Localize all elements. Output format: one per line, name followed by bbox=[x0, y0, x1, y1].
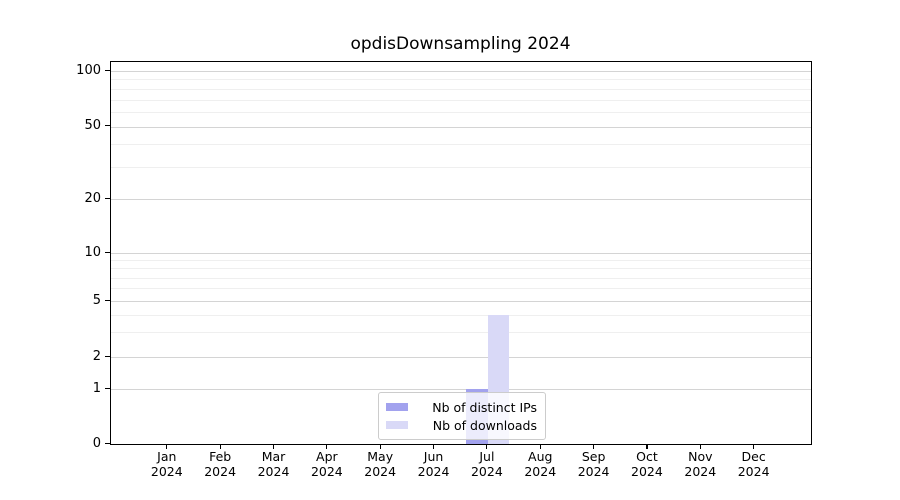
minor-gridline bbox=[111, 260, 811, 262]
major-gridline bbox=[111, 71, 811, 72]
x-tick-label-jun: Jun 2024 bbox=[417, 449, 450, 479]
minor-gridline bbox=[111, 314, 811, 316]
major-gridline bbox=[111, 253, 811, 254]
y-tick-label: 5 bbox=[92, 292, 101, 308]
x-tick-mark bbox=[326, 444, 328, 449]
legend-item-downloads: Nb of downloads bbox=[386, 416, 537, 434]
x-tick-label-apr: Apr 2024 bbox=[310, 449, 343, 479]
x-tick-mark bbox=[486, 444, 488, 449]
x-tick-mark bbox=[699, 444, 701, 449]
y-tick-mark bbox=[105, 251, 110, 253]
major-gridline bbox=[111, 126, 811, 128]
minor-gridline bbox=[111, 79, 811, 81]
y-tick-label: 1 bbox=[92, 380, 101, 396]
legend: Nb of distinct IPs Nb of downloads bbox=[378, 392, 546, 440]
major-gridline bbox=[111, 199, 811, 200]
legend-label: Nb of distinct IPs bbox=[432, 399, 537, 415]
x-tick-label-jan: Jan 2024 bbox=[150, 449, 183, 479]
x-tick-label-sep: Sep 2024 bbox=[577, 449, 610, 479]
downloads-swatch-icon bbox=[386, 421, 408, 429]
x-tick-mark bbox=[539, 444, 541, 449]
major-gridline bbox=[111, 357, 811, 358]
x-tick-mark bbox=[646, 444, 648, 449]
minor-gridline bbox=[111, 268, 811, 270]
minor-gridline bbox=[111, 332, 811, 334]
y-tick-label: 20 bbox=[84, 190, 101, 206]
y-tick-label: 10 bbox=[84, 244, 101, 260]
minor-gridline bbox=[111, 111, 811, 113]
y-tick-mark bbox=[105, 69, 110, 71]
minor-gridline bbox=[111, 144, 811, 146]
minor-gridline bbox=[111, 288, 811, 290]
y-tick-mark bbox=[105, 197, 110, 199]
y-tick-mark bbox=[105, 355, 110, 357]
x-tick-mark bbox=[379, 444, 381, 449]
plot-area bbox=[110, 61, 812, 445]
x-tick-label-oct: Oct 2024 bbox=[631, 449, 663, 479]
y-tick-mark bbox=[105, 125, 110, 127]
x-tick-label-jul: Jul 2024 bbox=[470, 449, 503, 479]
x-tick-label-mar: Mar 2024 bbox=[257, 449, 290, 479]
x-tick-mark bbox=[593, 444, 595, 449]
y-tick-label: 100 bbox=[76, 62, 101, 78]
y-tick-mark bbox=[105, 387, 110, 389]
major-gridline bbox=[111, 301, 811, 302]
y-tick-label: 0 bbox=[92, 435, 101, 451]
x-tick-label-aug: Aug 2024 bbox=[524, 449, 557, 479]
x-tick-mark bbox=[753, 444, 755, 449]
x-tick-label-may: May 2024 bbox=[364, 449, 397, 479]
major-gridline bbox=[111, 389, 811, 390]
distinct-ips-swatch-icon bbox=[386, 403, 408, 411]
x-tick-mark bbox=[432, 444, 435, 449]
y-tick-mark bbox=[105, 299, 110, 301]
chart-title: opdisDownsampling 2024 bbox=[350, 34, 571, 54]
minor-gridline bbox=[111, 166, 811, 168]
x-tick-label-feb: Feb 2024 bbox=[204, 449, 237, 479]
x-tick-mark bbox=[166, 444, 168, 449]
y-tick-label: 50 bbox=[84, 118, 101, 133]
legend-item-distinct-ips: Nb of distinct IPs bbox=[386, 398, 537, 416]
minor-gridline bbox=[111, 88, 811, 90]
minor-gridline bbox=[111, 99, 811, 101]
y-tick-label: 2 bbox=[92, 348, 101, 364]
minor-gridline bbox=[111, 277, 811, 279]
legend-label: Nb of downloads bbox=[432, 417, 537, 433]
x-tick-label-dec: Dec 2024 bbox=[737, 449, 770, 479]
y-tick-mark bbox=[105, 442, 110, 444]
x-tick-mark bbox=[272, 444, 275, 449]
x-tick-label-nov: Nov 2024 bbox=[684, 449, 717, 479]
x-tick-mark bbox=[219, 444, 221, 449]
